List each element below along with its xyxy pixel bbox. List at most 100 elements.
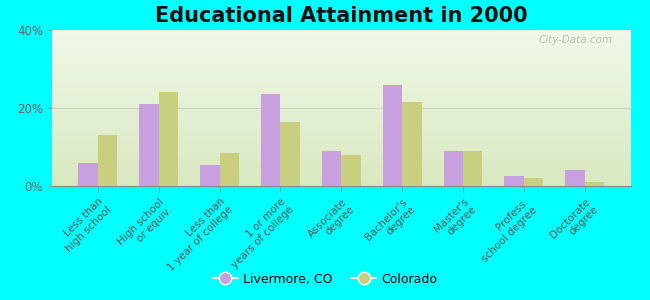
Bar: [78, 163, 98, 186]
Bar: [139, 104, 159, 186]
Bar: [52, 92, 630, 94]
Bar: [52, 160, 630, 161]
Bar: [52, 64, 630, 66]
Bar: [52, 177, 630, 178]
Bar: [52, 166, 630, 167]
Bar: [383, 85, 402, 186]
Bar: [52, 78, 630, 80]
Bar: [52, 130, 630, 131]
Bar: [52, 106, 630, 108]
Bar: [52, 88, 630, 89]
Bar: [52, 141, 630, 142]
Bar: [52, 152, 630, 153]
Bar: [52, 138, 630, 139]
Bar: [52, 113, 630, 114]
Bar: [52, 68, 630, 69]
Bar: [463, 151, 482, 186]
Bar: [52, 167, 630, 169]
Bar: [52, 50, 630, 52]
Bar: [52, 63, 630, 64]
Bar: [52, 53, 630, 55]
Bar: [52, 163, 630, 164]
Title: Educational Attainment in 2000: Educational Attainment in 2000: [155, 6, 528, 26]
Bar: [52, 146, 630, 147]
Bar: [52, 58, 630, 60]
Bar: [52, 74, 630, 75]
Bar: [52, 147, 630, 148]
Bar: [52, 91, 630, 92]
Bar: [52, 44, 630, 46]
Bar: [52, 114, 630, 116]
Bar: [52, 124, 630, 125]
Bar: [52, 161, 630, 163]
Bar: [52, 36, 630, 38]
Bar: [52, 178, 630, 180]
Bar: [52, 111, 630, 113]
Bar: [52, 110, 630, 111]
Bar: [52, 117, 630, 119]
Bar: [52, 102, 630, 103]
Bar: [52, 142, 630, 144]
Bar: [52, 83, 630, 85]
Bar: [52, 184, 630, 186]
Bar: [52, 100, 630, 102]
Bar: [52, 99, 630, 100]
Bar: [52, 153, 630, 155]
Bar: [52, 75, 630, 77]
Bar: [52, 69, 630, 70]
Bar: [52, 38, 630, 39]
Bar: [52, 60, 630, 61]
Bar: [52, 66, 630, 68]
Bar: [52, 131, 630, 133]
Bar: [52, 155, 630, 156]
Bar: [52, 95, 630, 97]
Bar: [52, 183, 630, 184]
Bar: [52, 125, 630, 127]
Bar: [261, 94, 280, 186]
Bar: [52, 80, 630, 82]
Bar: [52, 89, 630, 91]
Bar: [52, 77, 630, 78]
Bar: [52, 47, 630, 49]
Bar: [52, 49, 630, 50]
Bar: [52, 30, 630, 31]
Bar: [52, 39, 630, 41]
Bar: [52, 55, 630, 56]
Bar: [52, 133, 630, 134]
Bar: [341, 155, 361, 186]
Bar: [52, 148, 630, 150]
Bar: [52, 72, 630, 74]
Bar: [52, 136, 630, 138]
Bar: [52, 105, 630, 106]
Bar: [52, 70, 630, 72]
Bar: [52, 127, 630, 128]
Bar: [52, 150, 630, 152]
Bar: [443, 151, 463, 186]
Bar: [52, 56, 630, 58]
Bar: [52, 175, 630, 177]
Bar: [52, 86, 630, 88]
Bar: [524, 178, 543, 186]
Bar: [52, 122, 630, 124]
Text: City-Data.com: City-Data.com: [539, 35, 613, 45]
Bar: [504, 176, 524, 186]
Bar: [52, 35, 630, 36]
Bar: [98, 135, 117, 186]
Bar: [159, 92, 178, 186]
Bar: [52, 116, 630, 117]
Bar: [402, 102, 422, 186]
Bar: [52, 33, 630, 35]
Bar: [52, 52, 630, 53]
Bar: [52, 103, 630, 105]
Bar: [322, 151, 341, 186]
Bar: [52, 97, 630, 99]
Bar: [52, 144, 630, 146]
Bar: [52, 170, 630, 172]
Bar: [52, 32, 630, 33]
Bar: [52, 139, 630, 141]
Bar: [52, 94, 630, 95]
Bar: [52, 164, 630, 166]
Bar: [52, 169, 630, 170]
Bar: [52, 156, 630, 158]
Bar: [52, 82, 630, 83]
